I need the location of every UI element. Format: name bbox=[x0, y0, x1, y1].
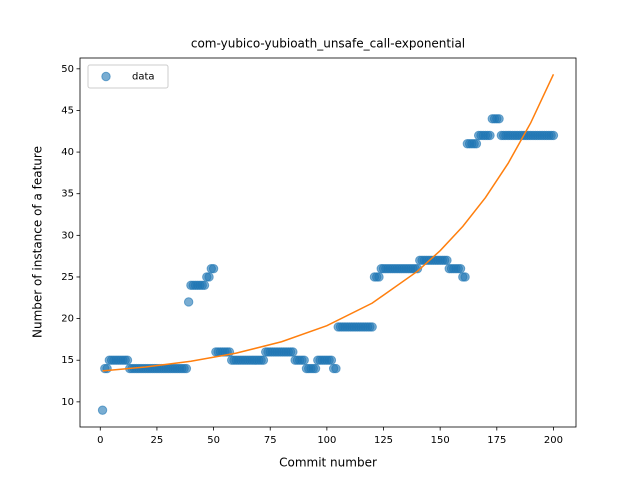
y-axis-label: Number of instance of a feature bbox=[31, 146, 45, 338]
y-tick-label: 15 bbox=[61, 355, 74, 366]
data-point bbox=[471, 139, 482, 149]
x-tick-label: 100 bbox=[317, 435, 336, 446]
legend-label: data bbox=[132, 72, 155, 83]
y-tick-label: 30 bbox=[61, 230, 74, 241]
data-point bbox=[485, 130, 495, 141]
data-point bbox=[310, 363, 321, 374]
data-point bbox=[442, 255, 452, 266]
data-point bbox=[258, 355, 269, 365]
data-point bbox=[374, 272, 384, 282]
data-point bbox=[494, 114, 504, 124]
fit-line bbox=[102, 74, 555, 372]
data-point bbox=[204, 272, 214, 282]
y-tick-label: 20 bbox=[61, 314, 74, 325]
data-point bbox=[331, 363, 341, 374]
x-axis-label: Commit number bbox=[279, 456, 377, 470]
data-point bbox=[183, 297, 194, 307]
y-tick-label: 50 bbox=[61, 64, 74, 75]
x-tick-label: 125 bbox=[374, 435, 393, 446]
data-point bbox=[455, 263, 466, 274]
y-tick-label: 45 bbox=[61, 105, 74, 116]
x-tick-label: 200 bbox=[544, 435, 563, 446]
axes-frame bbox=[79, 57, 577, 428]
data-point bbox=[460, 272, 470, 282]
data-point bbox=[97, 405, 108, 415]
chart-title: com-yubico-yubioath_unsafe_call-exponent… bbox=[191, 37, 465, 51]
y-tick-label: 40 bbox=[61, 147, 74, 158]
data-point bbox=[299, 355, 309, 365]
data-point bbox=[122, 355, 133, 365]
y-tick-label: 35 bbox=[61, 189, 74, 200]
x-tick-label: 0 bbox=[97, 435, 103, 446]
legend-marker bbox=[101, 71, 111, 82]
y-tick-label: 10 bbox=[61, 397, 74, 408]
data-point bbox=[288, 347, 298, 357]
data-point bbox=[548, 130, 559, 141]
data-point bbox=[326, 355, 337, 365]
x-tick-label: 50 bbox=[207, 435, 220, 446]
y-tick-label: 25 bbox=[61, 272, 74, 283]
data-point bbox=[208, 263, 219, 274]
data-point bbox=[181, 363, 192, 374]
x-tick-label: 75 bbox=[264, 435, 277, 446]
data-point bbox=[102, 363, 112, 374]
x-tick-label: 25 bbox=[151, 435, 164, 446]
data-point bbox=[199, 280, 210, 290]
data-point bbox=[412, 263, 423, 274]
x-tick-label: 175 bbox=[487, 435, 506, 446]
data-point bbox=[367, 322, 377, 332]
legend-box bbox=[87, 64, 169, 89]
x-tick-label: 150 bbox=[431, 435, 450, 446]
